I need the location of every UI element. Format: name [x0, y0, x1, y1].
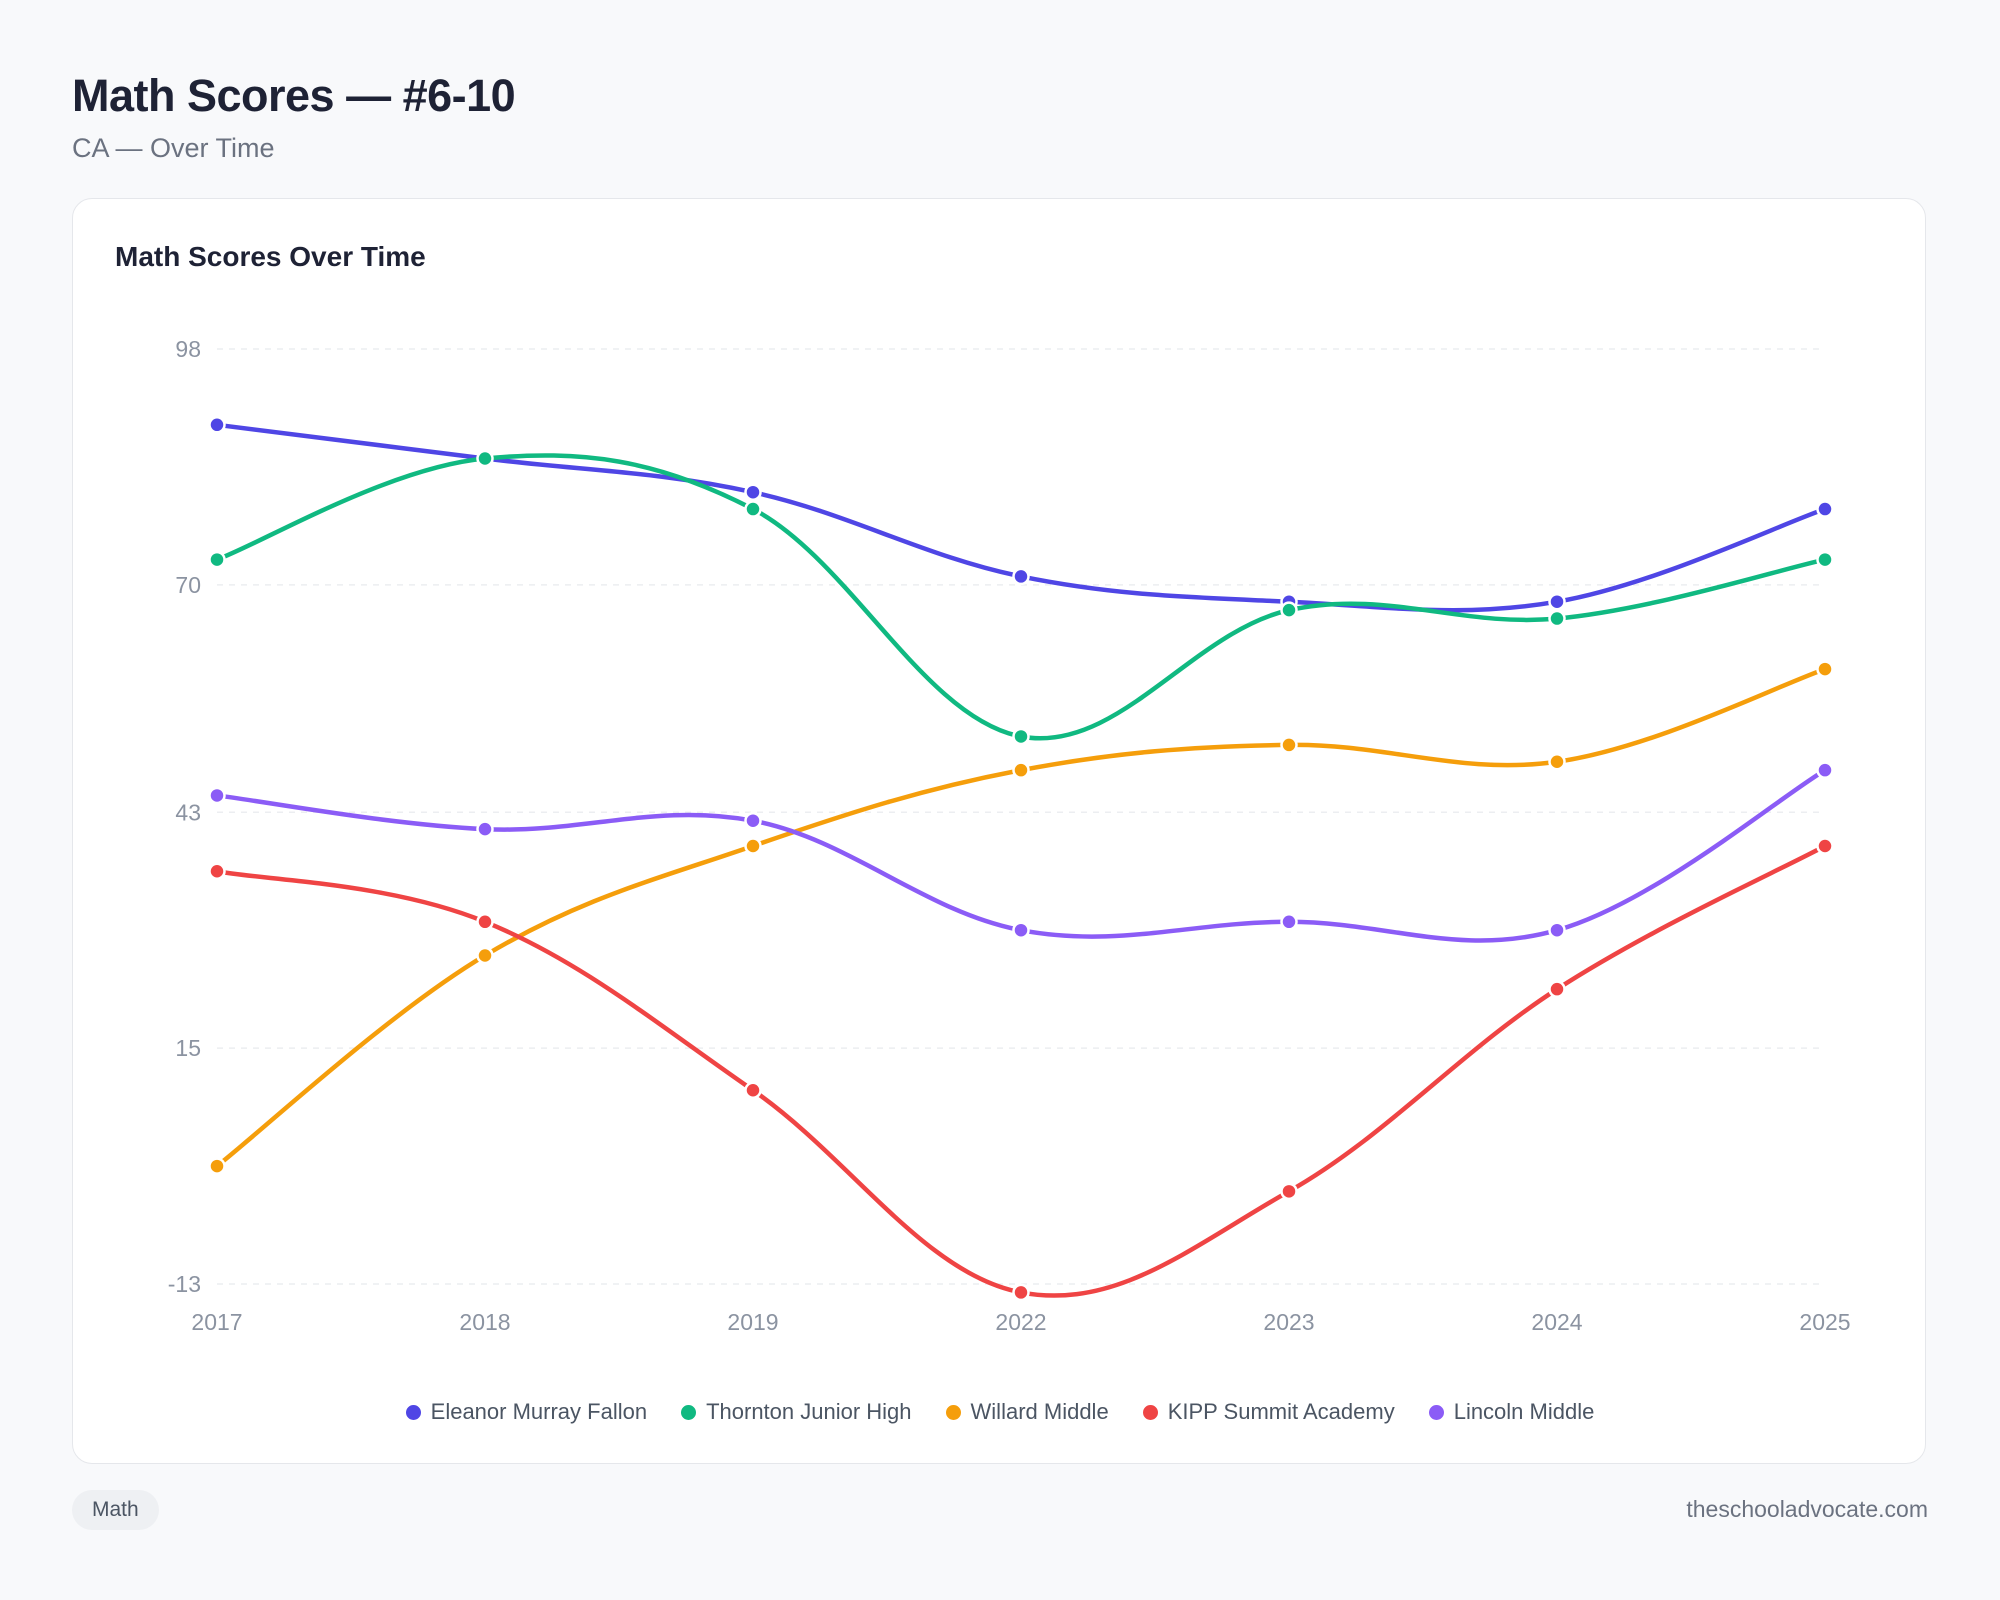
- chart-title: Math Scores Over Time: [115, 241, 426, 272]
- legend-swatch: [1142, 1404, 1158, 1420]
- data-point: [208, 416, 226, 434]
- data-point: [1012, 761, 1030, 779]
- data-point: [744, 811, 762, 830]
- data-point: [1816, 660, 1834, 678]
- data-point: [208, 550, 226, 569]
- legend-item[interactable]: Willard Middle: [945, 1399, 1109, 1425]
- legend-item[interactable]: Eleanor Murray Fallon: [405, 1399, 648, 1425]
- legend-item[interactable]: KIPP Summit Academy: [1142, 1399, 1395, 1425]
- data-point: [1816, 837, 1834, 855]
- series-4: [208, 761, 1834, 943]
- data-point: [1816, 761, 1834, 779]
- legend-label: Eleanor Murray Fallon: [430, 1399, 648, 1424]
- data-point: [744, 500, 762, 518]
- legend-label: KIPP Summit Academy: [1167, 1399, 1395, 1424]
- series-1: [208, 449, 1834, 746]
- series-3: [208, 837, 1834, 1302]
- data-point: [208, 1157, 226, 1175]
- series-line: [214, 767, 1828, 943]
- legend-swatch: [681, 1404, 697, 1420]
- page-subtitle: CA — Over Time: [72, 133, 275, 163]
- x-tick-label: 2022: [995, 1309, 1046, 1335]
- subject-tag: Math: [72, 1490, 159, 1530]
- data-point: [1012, 1283, 1030, 1302]
- x-tick-label: 2025: [1799, 1309, 1850, 1335]
- data-point: [476, 820, 494, 838]
- data-point: [1012, 567, 1030, 586]
- data-point: [744, 483, 762, 501]
- data-point: [1548, 609, 1566, 628]
- data-point: [1816, 500, 1834, 518]
- legend-label: Lincoln Middle: [1453, 1399, 1595, 1424]
- data-point: [1280, 736, 1298, 754]
- data-point: [1548, 592, 1566, 611]
- x-tick-label: 2017: [191, 1309, 242, 1335]
- legend-swatch: [1428, 1404, 1444, 1420]
- page-title: Math Scores — #6-10: [72, 70, 516, 121]
- y-tick-label: 15: [175, 1035, 201, 1061]
- data-point: [1548, 980, 1566, 998]
- data-point: [744, 1081, 762, 1100]
- legend-item[interactable]: Thornton Junior High: [681, 1399, 912, 1425]
- data-point: [1280, 1182, 1298, 1201]
- series-line: [214, 843, 1828, 1298]
- y-tick-label: -13: [168, 1271, 201, 1297]
- data-point: [1548, 921, 1566, 939]
- data-point: [1280, 913, 1298, 931]
- x-tick-label: 2019: [727, 1309, 778, 1335]
- x-tick-label: 2023: [1263, 1309, 1314, 1335]
- data-point: [1012, 921, 1030, 939]
- data-point: [208, 862, 226, 881]
- x-tick-label: 2024: [1531, 1309, 1582, 1335]
- data-point: [1280, 601, 1298, 619]
- legend-label: Thornton Junior High: [706, 1399, 912, 1424]
- chart-legend: Eleanor Murray Fallon Thornton Junior Hig…: [73, 1395, 1927, 1429]
- series-2: [208, 660, 1834, 1175]
- x-tick-label: 2018: [459, 1309, 510, 1335]
- legend-swatch: [405, 1404, 421, 1420]
- data-point: [744, 837, 762, 855]
- data-point: [1816, 550, 1834, 569]
- y-tick-label: 70: [175, 572, 201, 598]
- line-chart: 98 70 43 15 -13 2017 2018 2019 2022 2023 2024 2025: [168, 336, 1851, 1335]
- data-point: [476, 449, 494, 468]
- legend-swatch: [945, 1404, 961, 1420]
- series-0: [208, 416, 1834, 613]
- data-point: [208, 786, 226, 805]
- y-tick-label: 98: [175, 336, 201, 362]
- y-tick-label: 43: [175, 799, 201, 825]
- legend-label: Willard Middle: [970, 1399, 1109, 1424]
- chart-card: 98 70 43 15 -13 2017 2018 2019 2022 2023 2024 2025 …: [72, 198, 1926, 1464]
- site-link[interactable]: theschooladvocate.com: [1686, 1496, 1928, 1522]
- legend-item[interactable]: Lincoln Middle: [1428, 1399, 1595, 1425]
- data-point: [476, 946, 494, 965]
- data-point: [476, 913, 494, 931]
- data-point: [1548, 752, 1566, 771]
- data-point: [1012, 727, 1030, 746]
